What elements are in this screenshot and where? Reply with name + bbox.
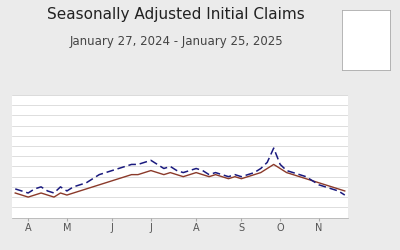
Text: Seasonally Adjusted Initial Claims: Seasonally Adjusted Initial Claims <box>47 8 305 22</box>
Text: January 27, 2024 - January 25, 2025: January 27, 2024 - January 25, 2025 <box>69 35 283 48</box>
